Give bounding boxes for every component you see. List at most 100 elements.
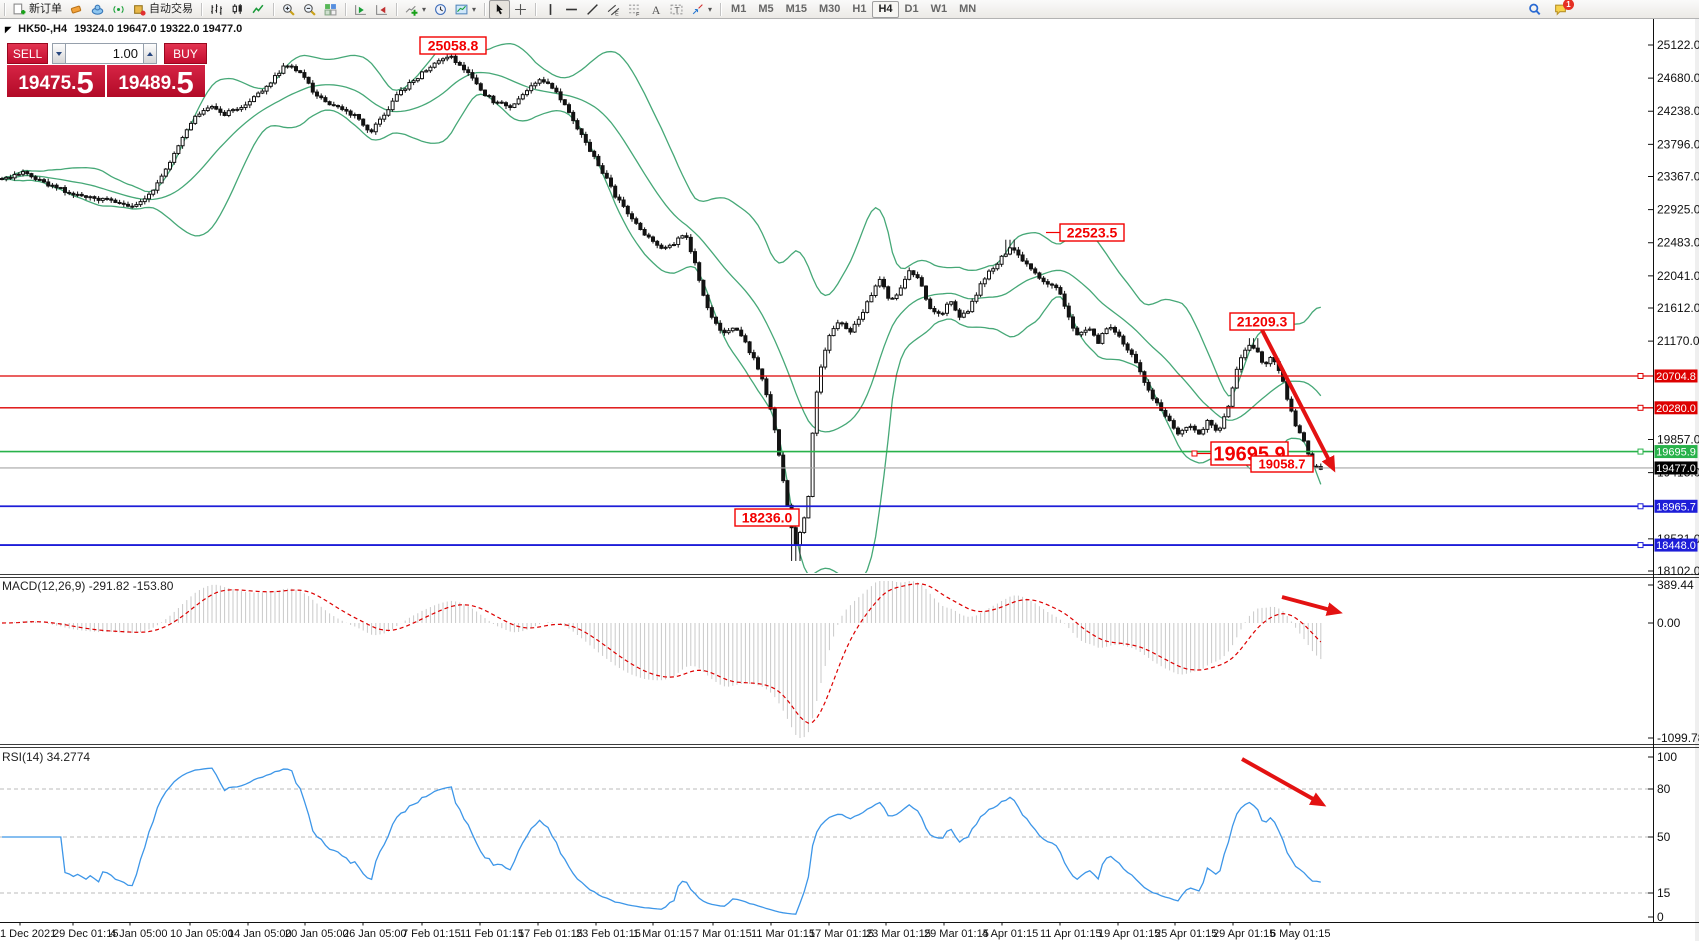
toolbar-btn-line-chart[interactable] bbox=[248, 0, 269, 19]
trend-arrows[interactable] bbox=[1241, 329, 1343, 807]
buy-price-box[interactable]: 19489. 5 bbox=[107, 65, 205, 98]
toolbar-btn-cloud[interactable] bbox=[87, 0, 108, 19]
timeframe-D1[interactable]: D1 bbox=[904, 2, 919, 15]
toolbar-btn-channel[interactable]: E bbox=[603, 0, 624, 19]
svg-text:19695.9: 19695.9 bbox=[1656, 447, 1696, 459]
timeframe-M15[interactable]: M15 bbox=[785, 2, 808, 15]
svg-text:10 Jan 05:00: 10 Jan 05:00 bbox=[170, 928, 234, 940]
new-order-icon bbox=[13, 3, 26, 16]
svg-text:11 Apr 01:15: 11 Apr 01:15 bbox=[1040, 928, 1102, 940]
dropdown-caret-icon: ▾ bbox=[472, 4, 477, 14]
toolbar-btn-candle-chart[interactable] bbox=[227, 0, 248, 19]
ohlc-values: 19324.0 19647.0 19322.0 19477.0 bbox=[74, 23, 243, 35]
horizontal-level-lines[interactable] bbox=[0, 372, 1653, 549]
timeframe-M1[interactable]: M1 bbox=[731, 2, 747, 15]
svg-text:17 Mar 01:15: 17 Mar 01:15 bbox=[809, 928, 874, 940]
volume-input[interactable]: 1.00 bbox=[66, 43, 144, 64]
toolbar-btn-crosshair[interactable] bbox=[510, 0, 531, 19]
svg-text:17 Feb 01:15: 17 Feb 01:15 bbox=[518, 928, 583, 940]
candle-chart-icon bbox=[231, 3, 244, 16]
svg-text:A: A bbox=[652, 3, 661, 16]
candlestick-series bbox=[0, 49, 1323, 561]
toolbar-separator bbox=[4, 2, 5, 16]
svg-text:50: 50 bbox=[1657, 830, 1671, 844]
svg-text:23367.0: 23367.0 bbox=[1657, 170, 1699, 184]
chart-corner-marker-icon: ◤ bbox=[5, 24, 12, 34]
crosshair-icon bbox=[514, 3, 527, 16]
toolbar-btn-horizontal-line[interactable] bbox=[561, 0, 582, 19]
timeframe-W1[interactable]: W1 bbox=[930, 2, 948, 15]
toolbar-btn-text[interactable]: A bbox=[645, 0, 666, 19]
toolbar-btn-template[interactable]: ▾ bbox=[451, 0, 480, 19]
svg-text:29 Apr 01:15: 29 Apr 01:15 bbox=[1213, 928, 1275, 940]
toolbar-btn-cursor[interactable] bbox=[489, 0, 511, 19]
text-icon: A bbox=[649, 3, 662, 16]
eraser-icon bbox=[70, 3, 83, 16]
svg-text:23 Feb 01:15: 23 Feb 01:15 bbox=[576, 928, 641, 940]
dropdown-caret-icon: ▾ bbox=[422, 4, 427, 14]
timeframe-MN[interactable]: MN bbox=[959, 2, 977, 15]
text-label-icon: T bbox=[670, 3, 683, 16]
volume-decrease-button[interactable] bbox=[52, 43, 67, 64]
buy-button[interactable]: BUY bbox=[164, 43, 207, 64]
timeframe-H4[interactable]: H4 bbox=[872, 0, 899, 18]
toolbar-separator bbox=[345, 2, 346, 16]
toolbar-btn-fibonacci[interactable]: F bbox=[624, 0, 645, 19]
template-icon bbox=[455, 3, 468, 16]
toolbar-btn-new-order[interactable]: 新订单 bbox=[9, 0, 66, 19]
svg-text:18448.0: 18448.0 bbox=[1656, 540, 1696, 552]
toolbar-btn-tile-windows[interactable] bbox=[320, 0, 341, 19]
toolbar-btn-clock[interactable] bbox=[430, 0, 451, 19]
buy-price-sep: . bbox=[171, 73, 177, 94]
svg-text:24680.0: 24680.0 bbox=[1657, 71, 1699, 85]
toolbar-btn-auto-scroll[interactable] bbox=[350, 0, 371, 19]
svg-text:18102.0: 18102.0 bbox=[1657, 564, 1699, 578]
toolbar-btn-trend-line[interactable] bbox=[582, 0, 603, 19]
svg-text:-1099.78: -1099.78 bbox=[1657, 731, 1699, 745]
toolbar-btn-bar-chart[interactable] bbox=[206, 0, 227, 19]
timeframe-M5[interactable]: M5 bbox=[758, 2, 774, 15]
toolbar-btn-vertical-line[interactable] bbox=[540, 0, 561, 19]
svg-text:18236.0: 18236.0 bbox=[742, 510, 793, 526]
toolbar-btn-zoom-in[interactable] bbox=[278, 0, 299, 19]
svg-text:25122.0: 25122.0 bbox=[1657, 38, 1699, 52]
toolbar-btn-signal[interactable] bbox=[108, 0, 129, 19]
cursor-icon bbox=[493, 3, 506, 16]
toolbar-btn-eraser[interactable] bbox=[66, 0, 87, 19]
toolbar-btn-text-label[interactable]: T bbox=[666, 0, 687, 19]
line-chart-icon bbox=[252, 3, 265, 16]
fibonacci-icon: F bbox=[628, 3, 641, 16]
volume-increase-button[interactable] bbox=[143, 43, 158, 64]
sell-button[interactable]: SELL bbox=[7, 43, 49, 64]
toolbar-btn-zoom-out[interactable] bbox=[299, 0, 320, 19]
timeframe-M30[interactable]: M30 bbox=[819, 2, 841, 15]
toolbar-btn-chat[interactable]: 1 bbox=[1551, 0, 1574, 17]
signal-icon bbox=[112, 3, 125, 16]
svg-text:0.00: 0.00 bbox=[1657, 616, 1681, 630]
timeframe-H1[interactable]: H1 bbox=[852, 2, 867, 15]
price-axis[interactable]: 25122.0 24680.0 24238.0 23796.0 23367.0 22925… bbox=[0, 18, 1699, 923]
svg-text:19857.0: 19857.0 bbox=[1657, 433, 1699, 447]
toolbar-btn-shapes[interactable]: ▾ bbox=[687, 0, 716, 19]
sell-price-box[interactable]: 19475. 5 bbox=[7, 65, 105, 98]
svg-text:19058.7: 19058.7 bbox=[1259, 457, 1306, 472]
price-annotations[interactable]: 25058.822523.521209.319695.919058.718236… bbox=[419, 36, 1314, 527]
macd-label: MACD(12,26,9) -291.82 -153.80 bbox=[2, 579, 174, 593]
svg-text:22483.0: 22483.0 bbox=[1657, 236, 1699, 250]
zoom-in-icon bbox=[282, 3, 295, 16]
svg-text:22925.0: 22925.0 bbox=[1657, 203, 1699, 217]
clock-icon bbox=[434, 3, 447, 16]
toolbar-btn-add-indicator[interactable]: ▾ bbox=[401, 0, 430, 19]
market-label: 自动交易 bbox=[149, 2, 193, 15]
buy-price-main: 19489 bbox=[118, 73, 172, 94]
toolbar-btn-market[interactable]: 自动交易 bbox=[129, 0, 197, 19]
toolbar-btn-chart-shift[interactable] bbox=[371, 0, 392, 19]
toolbar-right-group: 1 bbox=[1525, 0, 1574, 17]
svg-text:4 Jan 05:00: 4 Jan 05:00 bbox=[110, 928, 168, 940]
toolbar-btn-search[interactable] bbox=[1525, 1, 1543, 17]
trade-prices-row: 19475. 5 19489. 5 bbox=[7, 65, 207, 98]
chart-title: ◤ HK50-,H4 19324.0 19647.0 19322.0 19477… bbox=[5, 23, 242, 35]
vertical-line-icon bbox=[544, 3, 557, 16]
